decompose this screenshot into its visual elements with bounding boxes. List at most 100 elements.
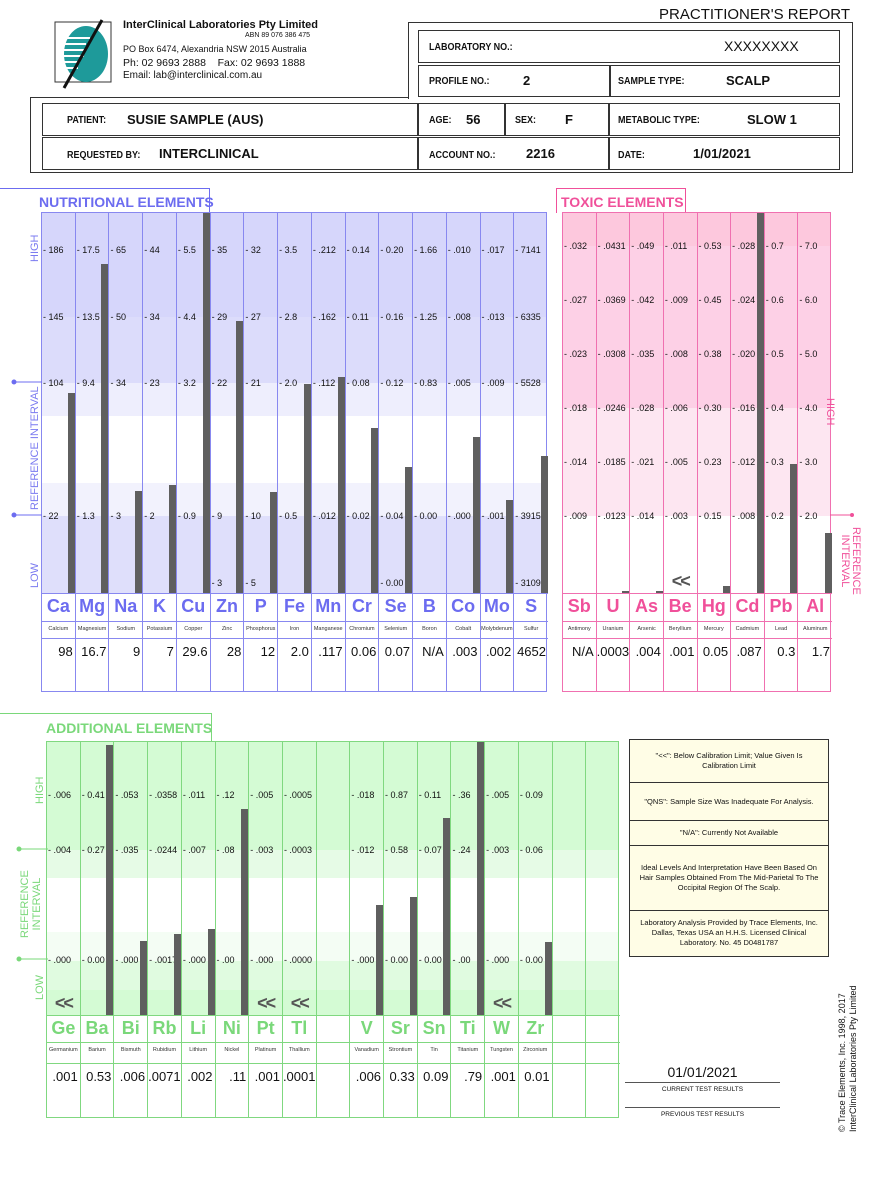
element-value: 0.3 [777,644,796,659]
element-value: 0.06 [351,644,377,659]
tick-label: - 0.5 [279,511,298,521]
tick-label: - .023 [564,349,588,359]
row-divider [697,638,731,639]
tick-label: - 0.3 [765,457,784,467]
row-divider [244,593,278,594]
tick-label: - 0.07 [418,845,442,855]
date-box: DATE: 1/01/2021 [608,137,840,170]
company-email: Email: lab@interclinical.com.au [123,70,263,81]
element-symbol: Mo [483,596,510,616]
toxic-elements-chart: - .032 - .027 - .023 - .018 - .014 - .009 Sb An… [562,212,832,692]
value-bar [236,320,244,593]
account-value: 2216 [526,146,555,161]
note-na: "N/A": Currently Not Available [630,821,828,846]
company-address: PO Box 6474, Alexandria NSW 2015 Austral… [123,44,307,54]
tick-label: - .000 [486,955,510,965]
nutritional-low-label: LOW [29,562,41,588]
tick-label: - 17.5 [76,245,100,255]
profile-value: 2 [523,73,531,88]
tick-label: - 35 [211,245,228,255]
tick-label: - 2 [144,511,155,521]
row-divider [109,593,143,594]
below-limit-marker: << [493,993,512,1013]
lab-no-value: XXXXXXXX [724,38,799,54]
value-bar [173,933,181,1015]
tick-label: - 2.0 [799,511,818,521]
element-value: .006 [119,1069,146,1084]
tick-label: - .028 [631,403,655,413]
element-name: Platinum [254,1047,277,1053]
below-limit-marker: << [290,993,310,1013]
row-divider [345,593,379,594]
row-divider [181,1063,215,1064]
element-column-tl: - .0005 - .0003 - .0000 << Tl Thallium .0001 [282,742,317,1117]
element-column-s: - 7141 - 6335 - 5528 - 3915 - 3109 S Sulfur 465… [514,213,548,691]
tick-label: - 3109 [515,578,541,588]
element-symbol: Cu [181,596,206,616]
row-divider [75,621,109,622]
additional-low-label: LOW [34,974,46,1000]
row-divider [249,1063,282,1064]
note-lab-analysis: Laboratory Analysis Provided by Trace El… [640,918,818,947]
row-divider [244,638,278,639]
tick-label: - .009 [564,511,588,521]
row-divider [563,621,596,622]
value-bar [202,213,210,593]
element-value: .003 [452,644,478,659]
element-symbol: P [254,596,267,616]
value-bar [443,818,451,1015]
element-name: Tin [430,1047,438,1053]
tick-label: - 0.00 [380,578,404,588]
element-value: 7 [166,644,174,659]
tick-label: - 5.5 [177,245,196,255]
element-value: 0.01 [524,1069,550,1084]
element-column-sb: - .032 - .027 - .023 - .018 - .014 - .009 Sb An… [563,213,597,691]
row-divider [244,621,278,622]
toxic-reference-label: REFERENCE INTERVAL [839,527,862,595]
sex-box: SEX: F [504,103,610,136]
tick-label: - 3.5 [279,245,298,255]
row-divider [210,593,244,594]
tick-label: - .012 [732,457,756,467]
row-divider [249,1042,282,1043]
value-bar [376,904,384,1015]
element-column-ge: - .006 - .004 - .000 << Ge Germanium .001 [47,742,81,1117]
row-divider [143,638,176,639]
tick-label: - 0.83 [414,378,438,388]
row-divider [413,638,446,639]
element-symbol: Tl [291,1018,308,1038]
row-divider [417,1042,451,1043]
tick-label: - .017 [481,245,505,255]
tick-label: - 0.16 [380,312,404,322]
element-symbol: Co [451,596,476,616]
element-name: Thallium [288,1047,310,1053]
element-column-u: - .0431 - .0369 - .0308 - .0246 - .0185 - .01… [596,213,631,691]
below-limit-marker: << [257,993,276,1013]
tick-label: - .003 [250,845,274,855]
row-divider [176,621,210,622]
tick-label: - .014 [564,457,588,467]
row-divider [42,593,75,594]
tick-label: - .042 [631,295,655,305]
tick-label: - 3915 [515,511,541,521]
row-divider [563,593,596,594]
note-ideal-levels: Ideal Levels And Interpretation Have Bee… [630,846,828,911]
row-divider [485,1042,518,1043]
row-divider [552,1015,586,1016]
element-value: 0.05 [702,644,729,659]
row-divider [282,1015,316,1016]
tick-label: - .014 [631,511,655,521]
tick-label: - .012 [312,511,336,521]
element-symbol: Mg [79,596,106,616]
tick-label: - 9.4 [76,378,95,388]
tick-label: - 145 [43,312,64,322]
row-divider [181,1042,215,1043]
element-symbol: Sn [422,1018,446,1038]
element-name: Germanium [48,1047,78,1053]
date-label: DATE: [618,150,645,161]
element-name: Bismuth [120,1047,141,1053]
tick-label: - 2.8 [279,312,298,322]
tick-label: - .053 [115,790,139,800]
element-value: .087 [736,644,762,659]
tick-label: - 6.0 [799,295,818,305]
